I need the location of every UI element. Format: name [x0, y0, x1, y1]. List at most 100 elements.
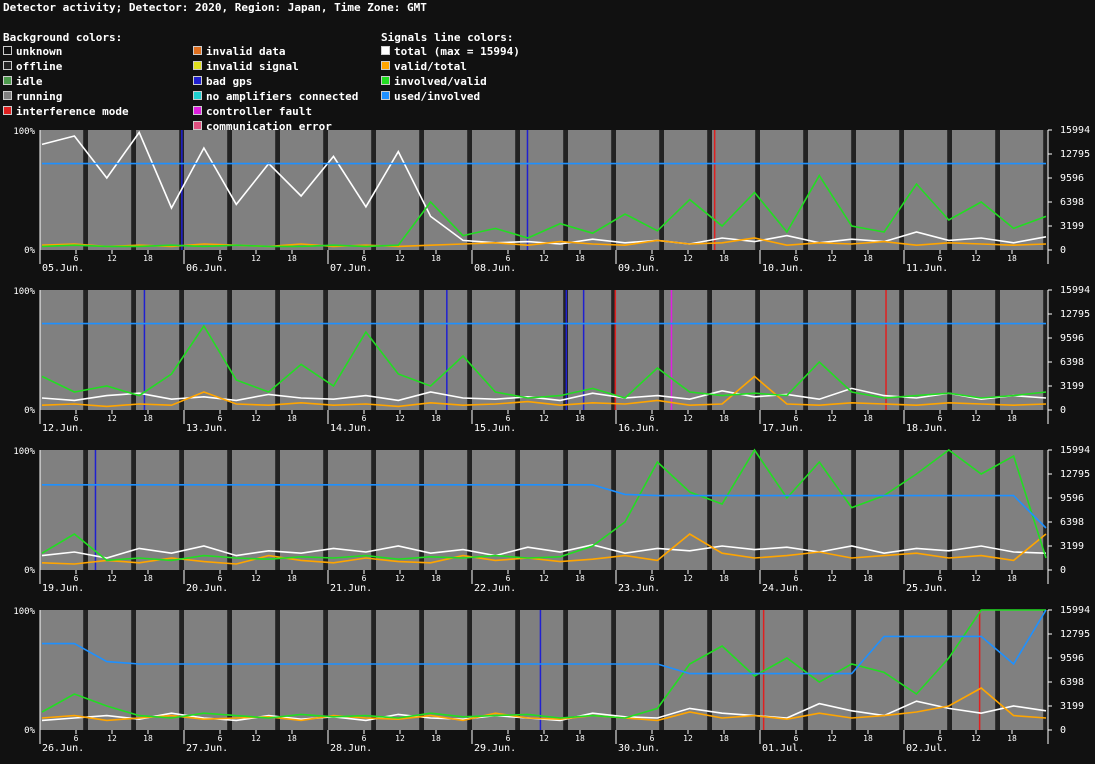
status-event-mark: [143, 290, 146, 410]
offline-gap: [899, 610, 904, 730]
signals-legend-item: total (max = 15994): [381, 45, 520, 58]
day-label: 14.Jun.: [330, 423, 372, 434]
status-event-mark: [614, 290, 617, 410]
day-label: 01.Jul.: [762, 743, 804, 754]
hour-tick-label: 18: [719, 734, 729, 743]
offline-gap: [659, 610, 664, 730]
offline-gap: [803, 610, 808, 730]
series-line-used_pct: [42, 484, 1047, 529]
offline-gap: [899, 130, 904, 250]
hour-tick-label: 12: [251, 734, 261, 743]
plot-area: [40, 290, 1048, 410]
hour-tick-label: 18: [575, 734, 585, 743]
offline-gap: [611, 290, 616, 410]
day-label: 25.Jun.: [906, 583, 948, 594]
hour-tick-label: 18: [719, 254, 729, 263]
offline-gap: [227, 290, 232, 410]
background-legend-item-swatch: [193, 46, 202, 55]
left-axis-tick-label: 0%: [24, 726, 35, 736]
hour-tick-label: 6: [74, 734, 79, 743]
offline-gap: [83, 130, 88, 250]
background-legend-item-swatch: [193, 76, 202, 85]
signals-legend-item: used/involved: [381, 90, 480, 103]
hour-tick-label: 12: [107, 574, 117, 583]
day-label: 15.Jun.: [474, 423, 516, 434]
offline-gap: [323, 290, 328, 410]
right-axis-tick-label: 3199: [1060, 221, 1084, 232]
hour-tick-label: 12: [971, 574, 981, 583]
right-axis-tick-label: 6398: [1060, 517, 1084, 528]
offline-gap: [611, 450, 616, 570]
background-legend-item-label: no amplifiers connected: [206, 90, 359, 103]
offline-gap: [707, 610, 712, 730]
offline-gap: [467, 610, 472, 730]
offline-gap: [659, 130, 664, 250]
hour-tick-label: 6: [506, 574, 511, 583]
day-label: 29.Jun.: [474, 743, 516, 754]
offline-gap: [515, 290, 520, 410]
hour-tick-label: 6: [74, 254, 79, 263]
hour-tick-label: 12: [107, 254, 117, 263]
background-legend-item-label: idle: [16, 75, 43, 88]
hour-tick-label: 18: [863, 414, 873, 423]
hour-tick-label: 6: [938, 734, 943, 743]
background-legend-item-label: offline: [16, 60, 63, 73]
hour-tick-label: 18: [1007, 254, 1017, 263]
series-line-valid_pct: [41, 687, 1047, 722]
hour-tick-label: 6: [650, 574, 655, 583]
hour-tick-label: 18: [863, 734, 873, 743]
series-line-involved_pct: [41, 324, 1047, 399]
offline-gap: [1043, 610, 1048, 730]
hour-tick-label: 18: [1007, 734, 1017, 743]
hour-tick-label: 12: [827, 254, 837, 263]
right-axis-tick-label: 15994: [1060, 445, 1090, 456]
day-label: 06.Jun.: [186, 263, 228, 274]
offline-gap: [803, 450, 808, 570]
background-legend-item: invalid data: [193, 45, 285, 58]
offline-gap: [419, 610, 424, 730]
right-axis-tick-label: 0: [1060, 725, 1066, 736]
hour-tick-label: 6: [74, 414, 79, 423]
day-label: 07.Jun.: [330, 263, 372, 274]
offline-gap: [275, 450, 280, 570]
right-axis-tick-label: 6398: [1060, 197, 1084, 208]
hour-tick-label: 18: [431, 254, 441, 263]
right-axis-tick-label: 15994: [1060, 285, 1090, 296]
offline-gap: [947, 290, 952, 410]
hour-tick-label: 6: [794, 414, 799, 423]
offline-gap: [707, 290, 712, 410]
background-legend-item: no amplifiers connected: [193, 90, 358, 103]
offline-gap: [467, 290, 472, 410]
offline-gap: [947, 610, 952, 730]
offline-gap: [707, 130, 712, 250]
offline-gap: [131, 290, 136, 410]
offline-gap: [851, 450, 856, 570]
offline-gap: [419, 130, 424, 250]
right-axis-tick-label: 6398: [1060, 677, 1084, 688]
hour-tick-label: 6: [506, 414, 511, 423]
offline-gap: [1043, 130, 1048, 250]
right-axis-tick-label: 12795: [1060, 309, 1090, 320]
hour-tick-label: 6: [794, 734, 799, 743]
day-label: 21.Jun.: [330, 583, 372, 594]
signals-legend-item-swatch: [381, 76, 390, 85]
day-label: 18.Jun.: [906, 423, 948, 434]
plot-area: [40, 610, 1048, 730]
left-axis-tick-label: 100%: [13, 127, 35, 137]
offline-gap: [323, 610, 328, 730]
offline-gap: [755, 290, 760, 410]
offline-gap: [563, 450, 568, 570]
offline-gap: [323, 450, 328, 570]
offline-gap: [995, 130, 1000, 250]
offline-gap: [275, 130, 280, 250]
hour-tick-label: 18: [143, 254, 153, 263]
hour-tick-label: 6: [74, 574, 79, 583]
hour-tick-label: 18: [287, 254, 297, 263]
background-legend-item: invalid signal: [193, 60, 299, 73]
background-legend-item-label: invalid signal: [206, 60, 299, 73]
signals-legend-item-swatch: [381, 61, 390, 70]
hour-tick-label: 6: [362, 734, 367, 743]
hour-tick-label: 18: [287, 734, 297, 743]
day-label: 27.Jun.: [186, 743, 228, 754]
day-label: 20.Jun.: [186, 583, 228, 594]
